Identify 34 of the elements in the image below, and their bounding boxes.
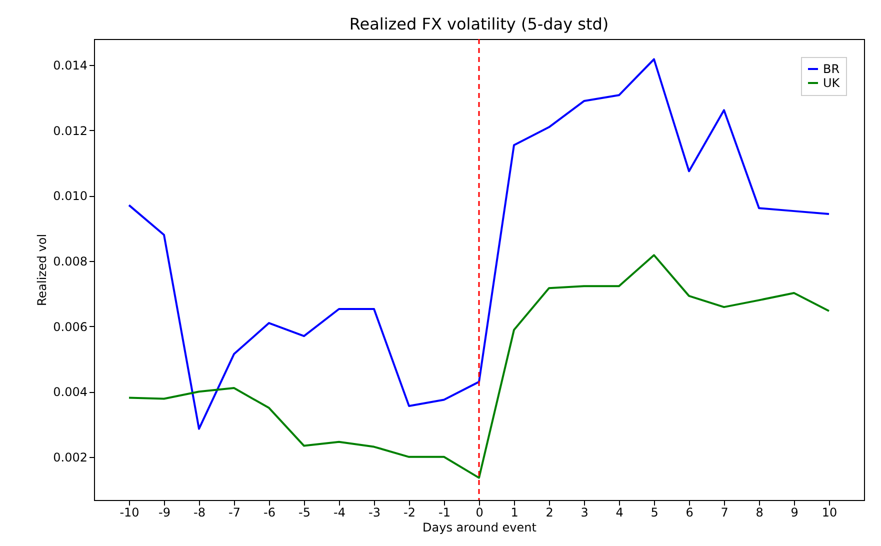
x-tick-label: -5 — [298, 506, 310, 520]
x-tick-label: 5 — [650, 506, 658, 520]
line-series — [128, 254, 830, 479]
x-tick-label: 4 — [616, 506, 624, 520]
legend-label: UK — [823, 76, 841, 90]
chart-title: Realized FX volatility (5-day std) — [349, 14, 609, 34]
x-tick-label: -1 — [438, 506, 450, 520]
x-tick-label: 0 — [476, 506, 484, 520]
x-tick-label: -9 — [158, 506, 170, 520]
x-tick-label: 10 — [822, 506, 838, 520]
y-tick-label: 0.010 — [53, 189, 88, 204]
y-axis-title: Realized vol — [35, 234, 50, 306]
x-tick-label: 2 — [546, 506, 554, 520]
y-tick-label: 0.014 — [53, 58, 88, 73]
x-tick-label: -3 — [368, 506, 380, 520]
x-axis-title: Days around event — [422, 520, 537, 534]
x-tick-label: -4 — [334, 506, 346, 520]
x-tick-label: 6 — [686, 506, 694, 520]
y-tick-label: 0.008 — [53, 254, 88, 269]
x-tick-label: -6 — [264, 506, 276, 520]
legend-label: BR — [823, 62, 840, 76]
x-tick-label: 3 — [580, 506, 588, 520]
y-tick-label: 0.006 — [53, 320, 88, 334]
x-tick-label: -7 — [228, 506, 240, 520]
x-tick-label: 7 — [720, 506, 728, 520]
x-tick-label: -10 — [120, 506, 140, 520]
y-tick-label: 0.002 — [53, 450, 88, 464]
x-tick-label: 9 — [790, 506, 798, 520]
x-tick-label: 8 — [756, 506, 764, 520]
y-tick-label: 0.004 — [53, 385, 88, 400]
y-tick-label: 0.012 — [53, 124, 88, 138]
x-tick-label: -2 — [404, 506, 416, 520]
x-tick-label: 1 — [510, 506, 518, 520]
x-tick-label: -8 — [194, 506, 206, 520]
